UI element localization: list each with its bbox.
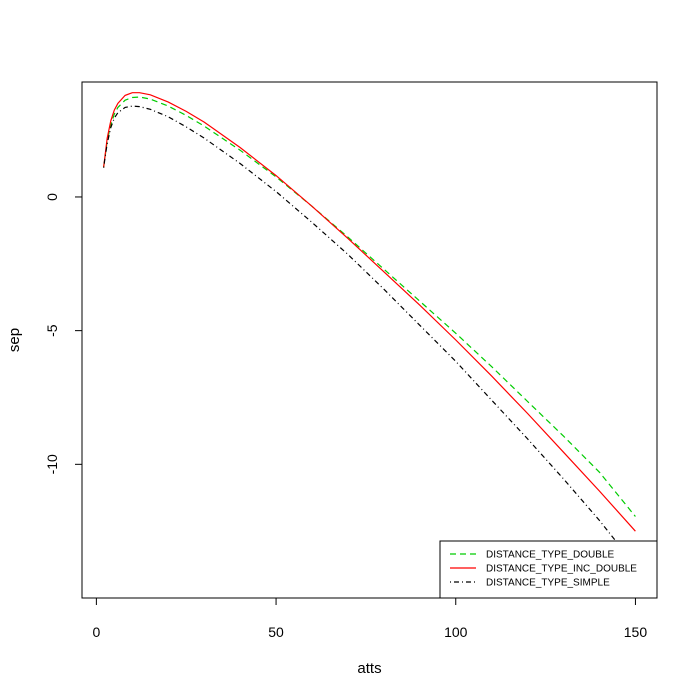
series-line-3 bbox=[103, 105, 618, 544]
y-axis-title: sep bbox=[6, 328, 23, 352]
y-tick-label: -10 bbox=[44, 454, 60, 474]
x-tick-label: 50 bbox=[268, 624, 284, 640]
y-tick-label: -5 bbox=[44, 324, 60, 337]
legend: DISTANCE_TYPE_DOUBLE DISTANCE_TYPE_INC_DO… bbox=[439, 540, 658, 599]
legend-label: DISTANCE_TYPE_DOUBLE bbox=[486, 550, 615, 561]
y-axis: 0 -5 -10 bbox=[44, 193, 83, 474]
legend-box bbox=[439, 540, 658, 599]
x-axis-title: atts bbox=[357, 660, 381, 677]
legend-label: DISTANCE_TYPE_SIMPLE bbox=[486, 578, 610, 589]
y-tick-label: 0 bbox=[44, 193, 60, 201]
legend-label: DISTANCE_TYPE_INC_DOUBLE bbox=[486, 564, 637, 575]
x-tick-label: 100 bbox=[444, 624, 468, 640]
series-line-2 bbox=[103, 92, 636, 532]
series-line-1 bbox=[103, 96, 636, 517]
series-layer bbox=[103, 92, 636, 544]
plot-frame bbox=[81, 81, 658, 599]
x-tick-label: 0 bbox=[92, 624, 100, 640]
x-tick-label: 150 bbox=[624, 624, 648, 640]
x-axis: 0 50 100 150 bbox=[92, 597, 648, 640]
